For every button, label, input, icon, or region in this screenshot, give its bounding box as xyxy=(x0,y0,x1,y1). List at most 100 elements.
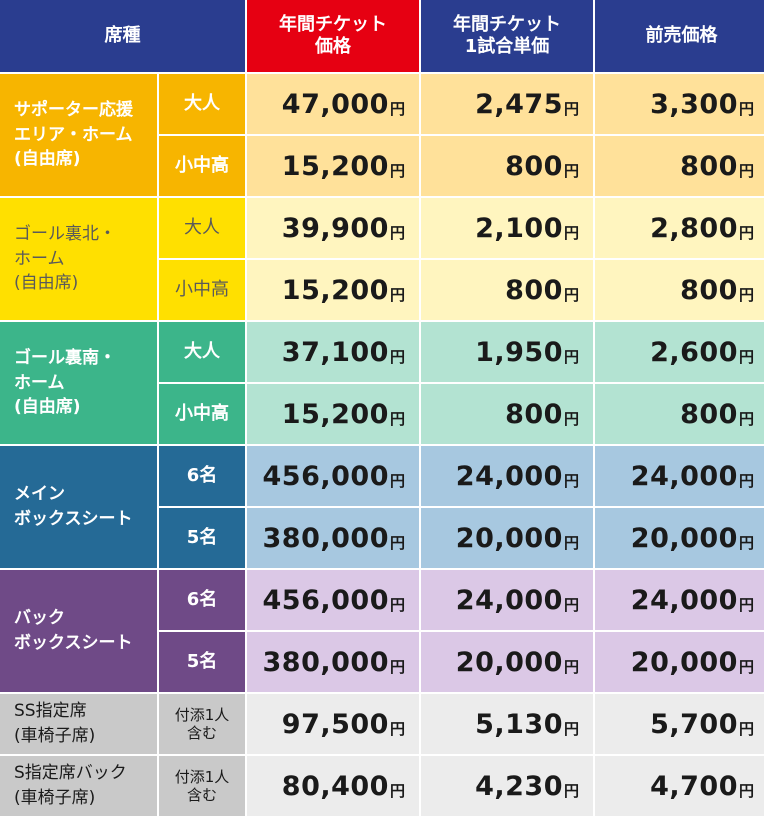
yen-unit: 円 xyxy=(738,224,754,242)
header-annual-ticket-price: 年間チケット 価格 xyxy=(247,0,419,74)
yen-unit: 円 xyxy=(738,286,754,304)
header-annual-ticket-per-game-label: 年間チケット 1試合単価 xyxy=(453,14,561,57)
price-value: 800 xyxy=(680,274,738,306)
annual-price-cell: 380,000 円 xyxy=(247,508,419,570)
price-value: 2,100 xyxy=(475,212,563,244)
yen-unit: 円 xyxy=(738,534,754,552)
price-value: 800 xyxy=(505,398,563,430)
yen-unit: 円 xyxy=(563,410,579,428)
price-value: 39,900 xyxy=(281,212,389,244)
header-seat-type-label: 席種 xyxy=(104,25,141,47)
yen-unit: 円 xyxy=(389,286,405,304)
price-value: 4,700 xyxy=(650,770,738,802)
price-value: 20,000 xyxy=(455,522,563,554)
price-value: 3,300 xyxy=(650,88,738,120)
price-value: 47,000 xyxy=(281,88,389,120)
yen-unit: 円 xyxy=(563,658,579,676)
seat-category-main-box: メイン ボックスシート xyxy=(0,446,157,570)
price-value: 456,000 xyxy=(262,460,389,492)
yen-unit: 円 xyxy=(563,348,579,366)
per-game-price-cell: 800 円 xyxy=(421,136,593,198)
price-value: 800 xyxy=(680,150,738,182)
yen-unit: 円 xyxy=(389,100,405,118)
advance-price-cell: 24,000 円 xyxy=(595,570,764,632)
per-game-price-cell: 2,475 円 xyxy=(421,74,593,136)
yen-unit: 円 xyxy=(389,410,405,428)
per-game-price-cell: 1,950 円 xyxy=(421,322,593,384)
price-value: 4,230 xyxy=(475,770,563,802)
advance-price-cell: 20,000 円 xyxy=(595,508,764,570)
seat-category-supporter-area: サポーター応援 エリア・ホーム (自由席) xyxy=(0,74,157,198)
sub-category: 付添1人 含む xyxy=(159,756,245,818)
yen-unit: 円 xyxy=(563,162,579,180)
yen-unit: 円 xyxy=(738,472,754,490)
seat-category-ss-wheelchair: SS指定席 (車椅子席) xyxy=(0,694,157,756)
per-game-price-cell: 5,130 円 xyxy=(421,694,593,756)
yen-unit: 円 xyxy=(563,596,579,614)
annual-price-cell: 456,000 円 xyxy=(247,570,419,632)
price-value: 20,000 xyxy=(630,646,738,678)
price-value: 15,200 xyxy=(281,274,389,306)
yen-unit: 円 xyxy=(389,534,405,552)
yen-unit: 円 xyxy=(738,100,754,118)
seat-category-goal-south: ゴール裏南・ ホーム (自由席) xyxy=(0,322,157,446)
per-game-price-cell: 4,230 円 xyxy=(421,756,593,818)
advance-price-cell: 24,000 円 xyxy=(595,446,764,508)
price-value: 24,000 xyxy=(630,584,738,616)
header-annual-ticket-price-label: 年間チケット 価格 xyxy=(279,14,387,57)
per-game-price-cell: 800 円 xyxy=(421,260,593,322)
yen-unit: 円 xyxy=(738,782,754,800)
yen-unit: 円 xyxy=(738,162,754,180)
per-game-price-cell: 20,000 円 xyxy=(421,508,593,570)
advance-price-cell: 20,000 円 xyxy=(595,632,764,694)
yen-unit: 円 xyxy=(738,596,754,614)
header-annual-ticket-per-game: 年間チケット 1試合単価 xyxy=(421,0,593,74)
seat-category-s-back-wheelchair: S指定席バック (車椅子席) xyxy=(0,756,157,818)
per-game-price-cell: 20,000 円 xyxy=(421,632,593,694)
advance-price-cell: 5,700 円 xyxy=(595,694,764,756)
sub-category: 小中高 xyxy=(159,260,245,322)
sub-category: 6名 xyxy=(159,446,245,508)
yen-unit: 円 xyxy=(738,720,754,738)
annual-price-cell: 15,200 円 xyxy=(247,384,419,446)
advance-price-cell: 4,700 円 xyxy=(595,756,764,818)
yen-unit: 円 xyxy=(563,100,579,118)
price-value: 37,100 xyxy=(281,336,389,368)
yen-unit: 円 xyxy=(389,658,405,676)
sub-category: 5名 xyxy=(159,632,245,694)
yen-unit: 円 xyxy=(563,224,579,242)
annual-price-cell: 97,500 円 xyxy=(247,694,419,756)
sub-category: 小中高 xyxy=(159,136,245,198)
sub-category: 大人 xyxy=(159,198,245,260)
per-game-price-cell: 2,100 円 xyxy=(421,198,593,260)
price-value: 15,200 xyxy=(281,398,389,430)
yen-unit: 円 xyxy=(738,348,754,366)
sub-category: 6名 xyxy=(159,570,245,632)
yen-unit: 円 xyxy=(738,410,754,428)
advance-price-cell: 2,800 円 xyxy=(595,198,764,260)
per-game-price-cell: 800 円 xyxy=(421,384,593,446)
annual-price-cell: 39,900 円 xyxy=(247,198,419,260)
yen-unit: 円 xyxy=(389,472,405,490)
price-value: 1,950 xyxy=(475,336,563,368)
price-value: 24,000 xyxy=(630,460,738,492)
annual-price-cell: 15,200 円 xyxy=(247,136,419,198)
price-value: 20,000 xyxy=(455,646,563,678)
price-value: 380,000 xyxy=(262,522,389,554)
sub-category: 大人 xyxy=(159,74,245,136)
price-value: 800 xyxy=(505,274,563,306)
sub-category: 大人 xyxy=(159,322,245,384)
price-value: 2,800 xyxy=(650,212,738,244)
yen-unit: 円 xyxy=(563,534,579,552)
annual-price-cell: 37,100 円 xyxy=(247,322,419,384)
yen-unit: 円 xyxy=(389,224,405,242)
sub-category: 5名 xyxy=(159,508,245,570)
yen-unit: 円 xyxy=(563,720,579,738)
per-game-price-cell: 24,000 円 xyxy=(421,570,593,632)
yen-unit: 円 xyxy=(389,162,405,180)
price-value: 2,600 xyxy=(650,336,738,368)
header-advance-price-label: 前売価格 xyxy=(645,25,718,47)
advance-price-cell: 800 円 xyxy=(595,260,764,322)
yen-unit: 円 xyxy=(389,348,405,366)
price-value: 5,700 xyxy=(650,708,738,740)
